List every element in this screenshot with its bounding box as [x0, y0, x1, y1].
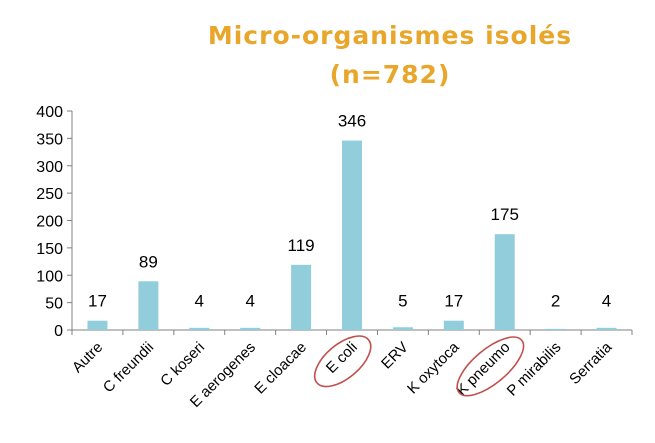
bar: [138, 281, 159, 330]
highlight-ellipses: [313, 335, 525, 397]
highlight-ellipse: [456, 336, 525, 397]
category-label: Serratia: [566, 338, 616, 388]
data-label: 17: [444, 292, 463, 311]
category-label: C koseri: [157, 339, 208, 390]
data-label: 119: [288, 236, 315, 255]
category-label: E coli: [323, 339, 361, 377]
y-tick-label: 400: [36, 104, 63, 121]
data-label: 17: [88, 292, 107, 311]
bar: [240, 327, 261, 330]
data-label: 175: [491, 205, 519, 224]
data-label: 4: [245, 292, 254, 311]
bar: [443, 320, 464, 330]
category-label: E cloacae: [251, 339, 310, 398]
category-label: C freundii: [100, 339, 157, 396]
category-label: ERV: [378, 339, 412, 373]
y-tick-label: 50: [45, 296, 63, 313]
data-label: 5: [398, 292, 407, 311]
data-label: 4: [195, 292, 204, 311]
highlight-ellipse: [313, 335, 372, 388]
y-tick-label: 250: [36, 186, 63, 203]
x-axis: [71, 329, 633, 335]
data-label: 4: [602, 292, 611, 311]
bar: [189, 327, 210, 330]
y-tick-label: 300: [36, 159, 63, 176]
y-tick-label: 100: [36, 268, 63, 285]
category-label: K pneumo: [453, 339, 513, 399]
bar: [87, 320, 108, 330]
bar: [291, 264, 312, 330]
y-tick-label: 350: [36, 131, 63, 148]
chart-subtitle: (n=782): [330, 60, 451, 89]
data-label: 89: [139, 252, 158, 271]
data-label: 2: [551, 292, 560, 311]
y-tick-label: 0: [54, 323, 63, 340]
category-label: Autre: [69, 339, 106, 376]
y-tick-label: 200: [36, 214, 63, 231]
y-axis: 0 50 100 150 200 250 300 350 400: [36, 104, 73, 340]
bar: [392, 327, 413, 330]
bar: [342, 140, 362, 330]
bars: [87, 140, 617, 330]
data-labels: 17 89 4 4 119 346 5 17 175 2 4: [88, 112, 611, 311]
data-label: 346: [338, 112, 366, 131]
bar: [494, 234, 515, 330]
bar: [545, 328, 566, 330]
chart-title: Micro-organismes isolés: [208, 21, 572, 50]
y-tick-label: 150: [36, 241, 63, 258]
bar: [596, 327, 617, 330]
